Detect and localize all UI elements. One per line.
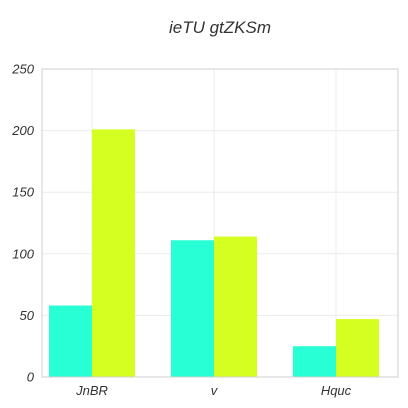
y-tick-label: 200	[11, 123, 34, 138]
y-tick-label: 150	[12, 185, 34, 200]
bar-series-2-hquc	[336, 319, 379, 377]
x-tick-label: JnBR	[75, 383, 108, 398]
x-tick-label: Hquc	[321, 383, 352, 398]
y-axis-ticks: 0 50 100 150 200 250	[11, 62, 34, 385]
y-tick-label: 50	[20, 308, 35, 323]
plot-frame	[41, 68, 399, 378]
bar-series-1-hquc	[293, 346, 336, 377]
y-tick-label: 250	[11, 62, 34, 77]
y-tick-label: 0	[27, 370, 35, 385]
chart-title: ieTU gtZKSm	[169, 18, 271, 37]
bar-series-2-jnbr	[92, 129, 135, 377]
y-tick-label: 100	[12, 246, 34, 261]
bar-series-1-jnbr	[49, 305, 92, 377]
x-tick-label: v	[211, 383, 219, 398]
bar-series-1-v	[171, 240, 214, 377]
bar-series-2-v	[214, 236, 257, 377]
x-axis-ticks: JnBR v Hquc	[75, 383, 352, 398]
bars	[49, 129, 379, 377]
